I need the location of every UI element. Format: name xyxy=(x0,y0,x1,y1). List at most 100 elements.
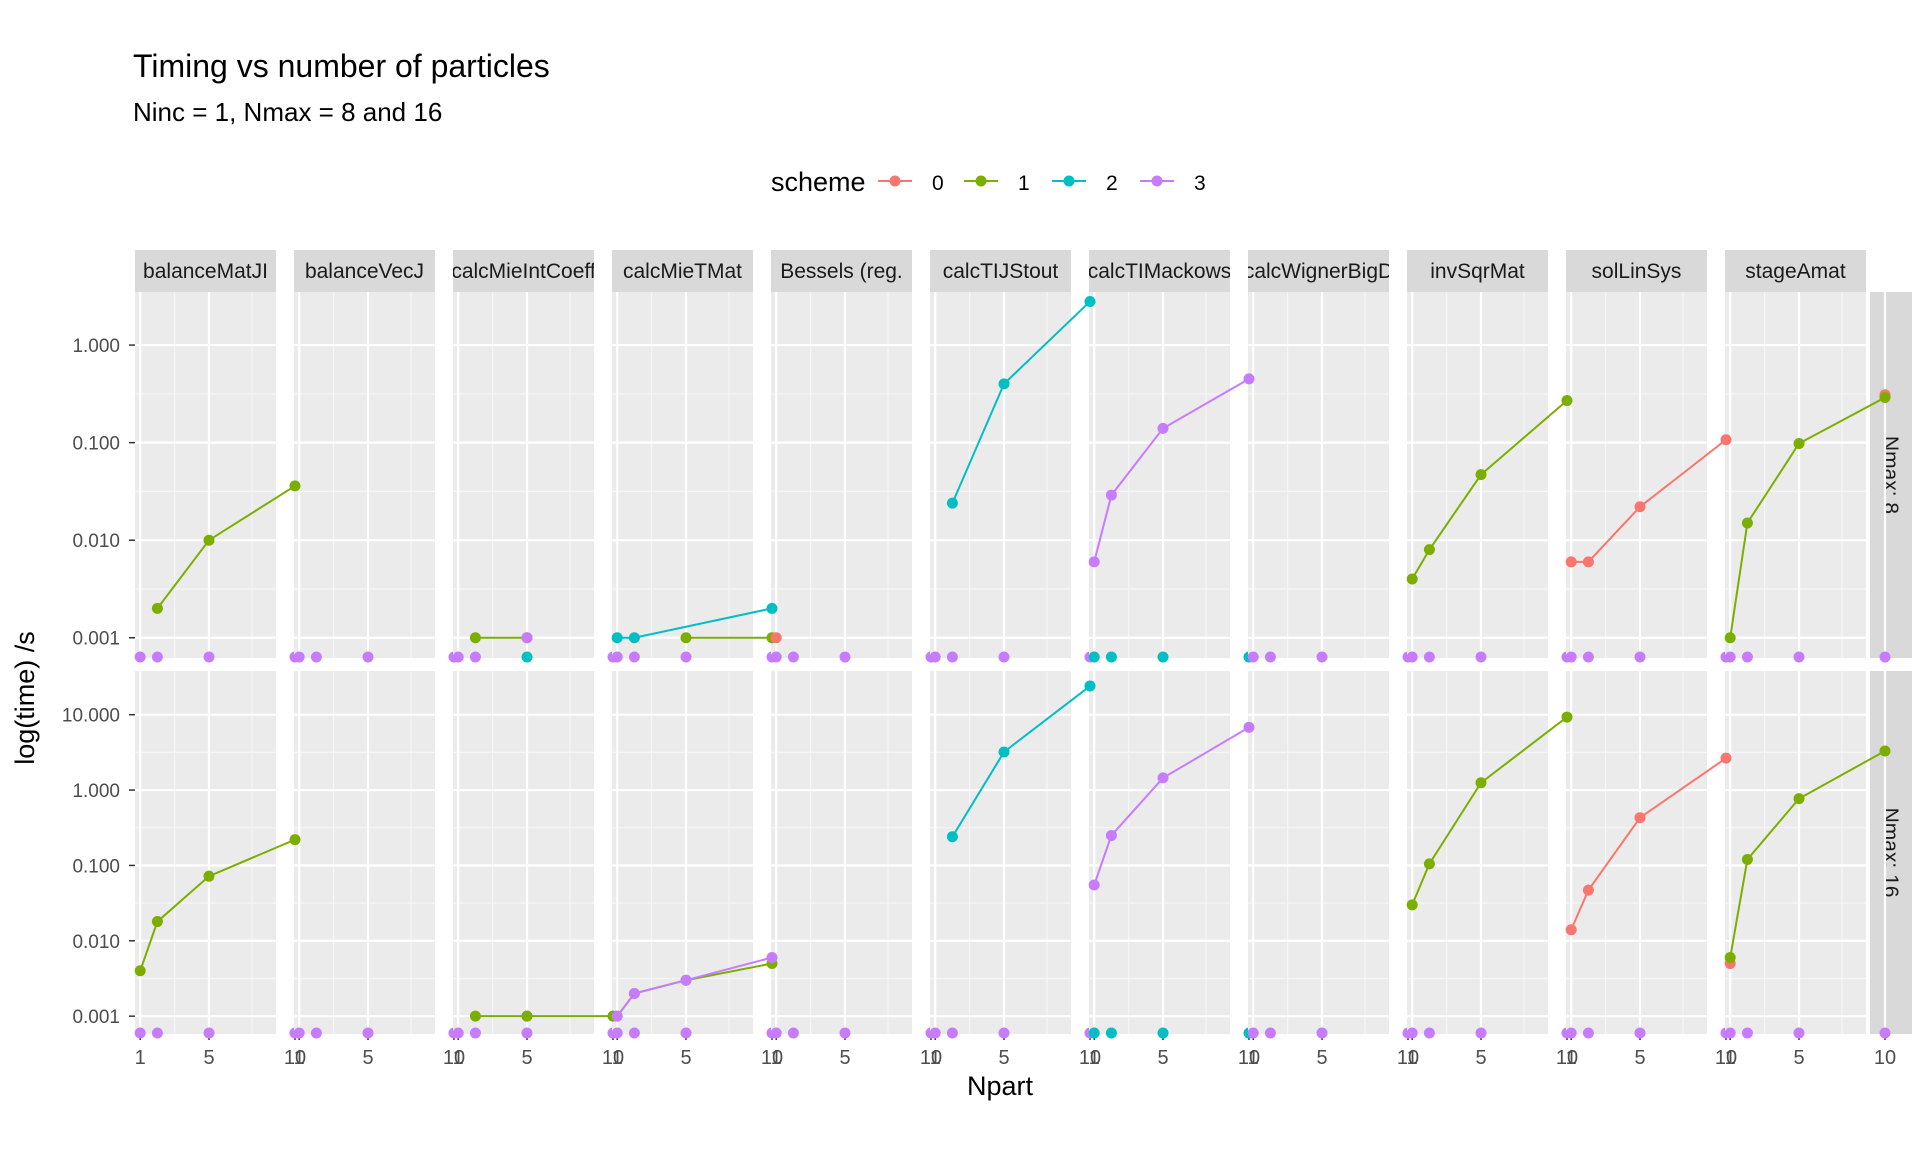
data-point-scheme-1 xyxy=(1793,437,1805,449)
floor-point-scheme-3 xyxy=(203,1027,215,1039)
legend-label-1: 1 xyxy=(1018,172,1030,195)
data-point-scheme-1 xyxy=(1561,711,1573,723)
x-tick-label: 5 xyxy=(998,1047,1009,1069)
panel-background xyxy=(1089,671,1230,1034)
facet-strip-clip: calcMieTMat xyxy=(623,260,742,283)
x-tick-label: 1 xyxy=(1725,1047,1736,1069)
facet-strip xyxy=(453,250,594,292)
floor-point-scheme-3 xyxy=(1475,1027,1487,1039)
facet-strip xyxy=(294,250,435,292)
facet-strip-label: invSqrMat xyxy=(1430,260,1525,283)
panel-background xyxy=(453,671,594,1034)
facet-strip-label: balanceVecJ xyxy=(305,260,424,283)
panel-background xyxy=(1725,671,1866,1034)
floor-point-scheme-3 xyxy=(1582,1027,1594,1039)
legend-label-2: 2 xyxy=(1106,172,1118,195)
legend-title: scheme xyxy=(771,167,866,197)
floor-point-scheme-3 xyxy=(1879,1027,1891,1039)
y-tick-label: 0.100 xyxy=(72,434,120,455)
panel-background xyxy=(1089,292,1230,658)
legend-label-3: 3 xyxy=(1194,172,1206,195)
data-point-scheme-3 xyxy=(766,952,778,964)
panel-background xyxy=(771,671,912,1034)
floor-point-scheme-3 xyxy=(628,1027,640,1039)
floor-point-scheme-3 xyxy=(680,1027,692,1039)
facet-strip-label: calcMieIntCoeff xyxy=(451,260,596,283)
x-tick-label: 1 xyxy=(612,1047,623,1069)
floor-point-scheme-3 xyxy=(293,651,305,663)
x-tick-label: 1 xyxy=(135,1047,146,1069)
series-line-scheme-1 xyxy=(139,838,296,972)
facet-strip-label: calcWignerBigD xyxy=(1244,260,1393,283)
x-tick-label: 1 xyxy=(1407,1047,1418,1069)
x-tick-label: 5 xyxy=(1316,1047,1327,1069)
row-strip-label: Nmax: 16 xyxy=(1879,808,1902,898)
x-tick-label: 5 xyxy=(1157,1047,1168,1069)
x-tick-label: 1 xyxy=(771,1047,782,1069)
panel-background xyxy=(135,671,276,1034)
data-point-scheme-1 xyxy=(1879,745,1891,757)
floor-point-scheme-3 xyxy=(787,1027,799,1039)
floor-point-scheme-3 xyxy=(469,651,481,663)
series-line-scheme-3 xyxy=(1093,378,1250,563)
floor-point-scheme-3 xyxy=(1879,651,1891,663)
floor-point-scheme-3 xyxy=(1741,651,1753,663)
x-tick-label: 5 xyxy=(1793,1047,1804,1069)
data-point-scheme-1 xyxy=(1406,899,1418,911)
series-line-scheme-1 xyxy=(1729,396,1886,638)
facet-strip xyxy=(930,250,1071,292)
panel-background xyxy=(612,292,753,658)
floor-point-scheme-3 xyxy=(134,651,146,663)
data-point-scheme-0 xyxy=(1720,752,1732,764)
floor-point-scheme-3 xyxy=(310,1027,322,1039)
data-point-scheme-3 xyxy=(1157,772,1169,784)
floor-point-scheme-2 xyxy=(1105,651,1117,663)
facet-strip xyxy=(612,250,753,292)
data-point-scheme-3 xyxy=(1243,721,1255,733)
data-point-scheme-0 xyxy=(1634,501,1646,513)
series-line-scheme-3 xyxy=(1093,726,1250,886)
floor-point-scheme-3 xyxy=(1634,1027,1646,1039)
legend-key-point-1 xyxy=(975,175,987,187)
y-tick-label: 0.100 xyxy=(72,856,120,877)
x-tick-label: 10 xyxy=(1715,1047,1737,1069)
x-axis-label: Npart xyxy=(967,1071,1034,1101)
panel-background xyxy=(453,292,594,658)
panel-background xyxy=(294,292,435,658)
floor-point-scheme-3 xyxy=(452,651,464,663)
legend-label-0: 0 xyxy=(932,172,944,195)
floor-point-scheme-3 xyxy=(946,651,958,663)
floor-point-scheme-3 xyxy=(1423,1027,1435,1039)
row-strip xyxy=(1870,292,1912,658)
series-line-scheme-1 xyxy=(1411,716,1568,906)
floor-point-scheme-3 xyxy=(1475,651,1487,663)
floor-point-scheme-3 xyxy=(1724,651,1736,663)
data-point-scheme-2 xyxy=(1084,295,1096,307)
data-point-scheme-1 xyxy=(151,916,163,928)
data-point-scheme-3 xyxy=(1157,422,1169,434)
legend: scheme 0 1 2 3 xyxy=(771,167,1206,197)
data-point-scheme-2 xyxy=(628,632,640,644)
data-point-scheme-1 xyxy=(680,632,692,644)
floor-point-scheme-3 xyxy=(839,651,851,663)
floor-point-scheme-3 xyxy=(362,651,374,663)
facet-strip-label: stageAmat xyxy=(1745,260,1846,283)
data-point-scheme-3 xyxy=(1105,829,1117,841)
facet-strip xyxy=(771,250,912,292)
floor-point-scheme-3 xyxy=(1423,651,1435,663)
facet-strip-clip: calcTIJStout xyxy=(943,260,1059,283)
x-tick-label: 5 xyxy=(203,1047,214,1069)
floor-point-scheme-3 xyxy=(628,651,640,663)
y-axis-label: log(time) /s xyxy=(10,631,40,765)
legend-key-point-0 xyxy=(889,175,901,187)
data-point-scheme-1 xyxy=(469,1010,481,1022)
data-point-scheme-3 xyxy=(628,987,640,999)
x-tick-label: 5 xyxy=(680,1047,691,1069)
floor-point-scheme-3 xyxy=(1582,651,1594,663)
floor-point-scheme-3 xyxy=(1264,651,1276,663)
floor-point-scheme-3 xyxy=(1264,1027,1276,1039)
floor-point-scheme-3 xyxy=(1316,651,1328,663)
floor-point-scheme-3 xyxy=(452,1027,464,1039)
data-point-scheme-1 xyxy=(1879,392,1891,404)
